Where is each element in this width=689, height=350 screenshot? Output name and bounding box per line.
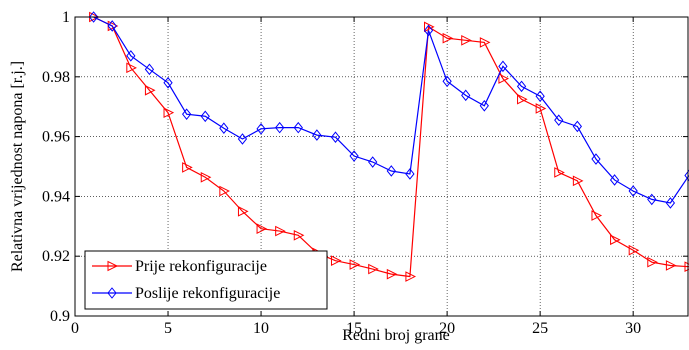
data-point bbox=[293, 229, 305, 241]
data-point bbox=[386, 268, 398, 280]
data-point bbox=[591, 210, 603, 221]
data-point bbox=[647, 256, 658, 268]
data-point bbox=[88, 11, 99, 23]
data-point bbox=[628, 185, 638, 197]
legend-label: Poslije rekonfiguracije bbox=[135, 285, 280, 302]
data-point bbox=[684, 261, 689, 272]
data-point bbox=[424, 21, 435, 33]
data-point bbox=[423, 24, 434, 37]
data-point bbox=[498, 60, 508, 73]
data-point bbox=[684, 169, 689, 182]
x-tick-label: 30 bbox=[625, 320, 641, 337]
legend-marker bbox=[107, 287, 117, 299]
data-point bbox=[535, 90, 545, 103]
data-point bbox=[330, 131, 341, 143]
data-point bbox=[237, 206, 249, 217]
data-point bbox=[256, 123, 266, 135]
data-point bbox=[144, 63, 155, 76]
data-point bbox=[479, 100, 489, 112]
data-point bbox=[517, 93, 528, 105]
series-1 bbox=[89, 11, 689, 282]
data-point bbox=[368, 263, 379, 275]
data-point bbox=[275, 225, 286, 237]
data-point bbox=[554, 114, 564, 126]
data-point bbox=[163, 107, 175, 118]
data-point bbox=[498, 73, 510, 84]
data-point bbox=[163, 76, 173, 89]
y-tick-label: 0.96 bbox=[42, 129, 70, 146]
data-point bbox=[275, 121, 285, 134]
x-tick-label: 5 bbox=[164, 320, 172, 337]
y-tick-label: 1 bbox=[62, 9, 70, 26]
data-point bbox=[349, 150, 359, 162]
y-axis-label: Relativna vrijednost napona [r.j.] bbox=[9, 61, 26, 272]
data-point bbox=[181, 108, 192, 120]
data-point bbox=[442, 32, 454, 44]
data-point bbox=[107, 20, 117, 32]
x-tick-label: 10 bbox=[253, 320, 269, 337]
legend: Prije rekonfiguracije Poslije rekonfigura… bbox=[84, 250, 328, 310]
data-point bbox=[665, 197, 676, 209]
x-tick-label: 20 bbox=[439, 320, 455, 337]
legend-entry: Prije rekonfiguracije bbox=[92, 258, 267, 275]
data-point bbox=[535, 103, 547, 114]
series-line bbox=[93, 16, 689, 204]
data-point bbox=[182, 162, 193, 173]
data-point bbox=[572, 175, 584, 187]
data-point bbox=[368, 156, 378, 168]
y-tick-label: 0.98 bbox=[42, 69, 70, 86]
data-point bbox=[479, 37, 491, 48]
data-point bbox=[665, 260, 677, 271]
series-line bbox=[93, 16, 689, 278]
data-point bbox=[554, 167, 565, 178]
data-point bbox=[405, 168, 415, 180]
legend-box bbox=[84, 250, 328, 310]
x-tick-label: 0 bbox=[71, 320, 79, 337]
data-point bbox=[461, 35, 472, 46]
y-tick-label: 0.94 bbox=[42, 188, 70, 205]
data-point bbox=[200, 171, 212, 183]
plot-frame bbox=[74, 16, 689, 317]
y-tick-label: 0.92 bbox=[42, 248, 70, 265]
data-point bbox=[349, 259, 361, 270]
ticks: 0 5 10 15 20 25 30 0.9 0.92 0.94 0.96 0.98 1 bbox=[42, 9, 688, 337]
data-point bbox=[628, 244, 640, 256]
data-point bbox=[610, 234, 621, 246]
legend-entry: Poslije rekonfiguracije bbox=[92, 285, 280, 302]
x-tick-label: 15 bbox=[346, 320, 362, 337]
data-point bbox=[312, 129, 322, 141]
data-point bbox=[405, 271, 417, 282]
data-point bbox=[516, 80, 527, 93]
legend-label: Prije rekonfiguracije bbox=[135, 258, 267, 275]
data-point bbox=[647, 193, 657, 206]
data-point bbox=[144, 84, 156, 96]
y-tick-label: 0.9 bbox=[50, 308, 70, 325]
data-point bbox=[442, 75, 452, 88]
data-point bbox=[609, 174, 620, 186]
data-point bbox=[219, 122, 229, 135]
data-point bbox=[126, 50, 136, 62]
data-point bbox=[256, 223, 268, 235]
x-tick-label: 25 bbox=[532, 320, 548, 337]
data-point bbox=[572, 120, 583, 133]
data-point bbox=[219, 185, 230, 197]
series-layer bbox=[88, 11, 689, 282]
data-point bbox=[237, 133, 248, 145]
data-point bbox=[200, 110, 210, 123]
data-point bbox=[126, 62, 137, 74]
data-point bbox=[386, 165, 396, 177]
data-point bbox=[591, 153, 601, 165]
data-point bbox=[461, 89, 471, 102]
x-axis-label: Redni broj grane bbox=[342, 327, 450, 344]
legend-marker bbox=[107, 260, 119, 272]
data-point bbox=[330, 255, 342, 266]
series-2 bbox=[88, 11, 689, 209]
data-point bbox=[293, 121, 303, 134]
